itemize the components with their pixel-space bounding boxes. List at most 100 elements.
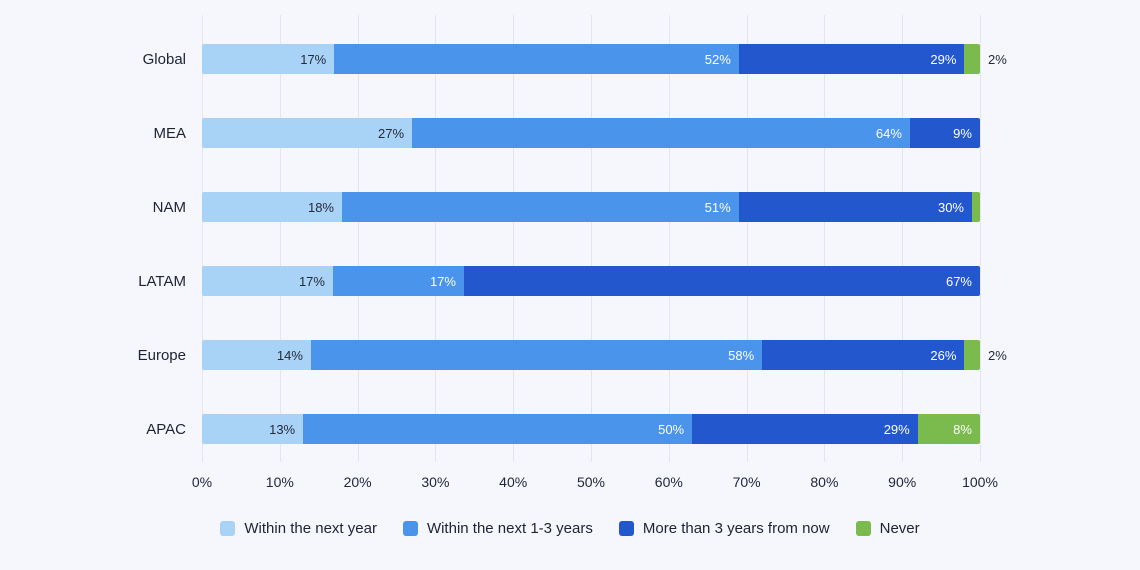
bar-value-label-outside: 2% xyxy=(988,347,1007,363)
category-label: APAC xyxy=(146,420,186,438)
bar-segment: 58% xyxy=(310,340,763,370)
bar-segment xyxy=(964,44,980,74)
legend-item: Within the next year xyxy=(220,520,377,537)
bar-value-label: 50% xyxy=(658,421,685,437)
legend-label: Within the next year xyxy=(244,520,377,537)
bar-segment: 67% xyxy=(463,266,980,296)
bar-value-label: 17% xyxy=(298,273,325,289)
legend-item: More than 3 years from now xyxy=(618,520,830,537)
legend-item: Never xyxy=(855,520,920,537)
legend-label: Never xyxy=(879,520,920,537)
category-label: Global xyxy=(142,50,186,68)
bar-segment: 29% xyxy=(692,414,918,444)
gridline xyxy=(279,15,281,462)
bar-row: NAM 18% 51% 30% xyxy=(0,192,1140,222)
gridline xyxy=(357,15,359,462)
category-label: MEA xyxy=(153,124,186,142)
legend-item: Within the next 1-3 years xyxy=(402,520,593,537)
legend-swatch-icon xyxy=(855,521,871,536)
legend: Within the next year Within the next 1-3 … xyxy=(0,520,1140,537)
bar-segment: 14% xyxy=(202,340,311,370)
x-axis-tick-label: 90% xyxy=(888,474,917,490)
bar-segment: 64% xyxy=(412,118,910,148)
x-axis-tick-label: 50% xyxy=(576,474,606,490)
bar-segment: 50% xyxy=(303,414,693,444)
bar-segment: 9% xyxy=(909,118,980,148)
x-axis-tick-label: 0% xyxy=(191,474,213,490)
gridline xyxy=(980,15,981,462)
gridline xyxy=(591,15,592,462)
bar-value-label: 67% xyxy=(945,273,972,289)
bar-value-label: 52% xyxy=(704,51,731,67)
x-axis-tick-label: 10% xyxy=(265,474,294,490)
bar-value-label: 18% xyxy=(307,199,334,215)
gridline xyxy=(746,15,748,462)
bar-track: 18% 51% 30% xyxy=(202,192,980,222)
bar-segment: 27% xyxy=(202,118,413,148)
bar-segment: 13% xyxy=(202,414,304,444)
x-axis-tick-label: 60% xyxy=(654,474,683,490)
bar-row: LATAM 17% 17% 67% xyxy=(0,266,1140,296)
bar-track: 13% 50% 29% 8% xyxy=(202,414,980,444)
bar-segment: 8% xyxy=(917,414,980,444)
gridline xyxy=(202,15,203,462)
bar-value-label: 13% xyxy=(269,421,296,437)
bar-row: Europe 14% 58% 26% 2% xyxy=(0,340,1140,370)
bar-value-label: 26% xyxy=(930,347,957,363)
gridline xyxy=(902,15,904,462)
legend-label: Within the next 1-3 years xyxy=(426,520,593,537)
legend-swatch-icon xyxy=(402,521,418,536)
bar-value-label: 51% xyxy=(704,199,731,215)
gridline xyxy=(824,15,826,462)
x-axis-tick-label: 30% xyxy=(421,474,450,490)
bar-value-label: 29% xyxy=(883,421,910,437)
gridline xyxy=(513,15,515,462)
bar-value-label: 8% xyxy=(953,421,972,437)
bar-segment: 18% xyxy=(202,192,342,222)
x-axis-tick-label: 80% xyxy=(810,474,839,490)
bar-segment: 51% xyxy=(342,192,739,222)
legend-swatch-icon xyxy=(220,521,236,536)
bar-value-label: 17% xyxy=(429,273,456,289)
bar-segment: 17% xyxy=(202,44,335,74)
legend-swatch-icon xyxy=(618,521,634,536)
bar-value-label-outside: 2% xyxy=(988,51,1007,67)
bar-segment: 29% xyxy=(738,44,965,74)
x-axis-tick-label: 70% xyxy=(732,474,761,490)
bar-value-label: 29% xyxy=(930,51,957,67)
bar-segment xyxy=(964,340,980,370)
bar-value-label: 27% xyxy=(378,125,405,141)
bar-value-label: 9% xyxy=(953,125,972,141)
bar-segment: 26% xyxy=(762,340,965,370)
bar-segment: 17% xyxy=(202,266,333,296)
bar-segment: 52% xyxy=(334,44,739,74)
category-label: Europe xyxy=(137,346,186,364)
x-axis: 0% 10% 20% 30% 40% 50% 60% 70% 80% 90% 100% xyxy=(192,474,998,494)
category-label: NAM xyxy=(152,198,186,216)
x-axis-tick-label: 20% xyxy=(343,474,372,490)
bar-segment: 17% xyxy=(332,266,464,296)
x-axis-tick-label: 40% xyxy=(499,474,528,490)
bar-value-label: 17% xyxy=(300,51,327,67)
bar-value-label: 64% xyxy=(875,125,902,141)
x-axis-tick-label: 100% xyxy=(962,474,998,490)
bar-value-label: 58% xyxy=(728,347,755,363)
bar-track: 14% 58% 26% xyxy=(202,340,980,370)
legend-label: More than 3 years from now xyxy=(642,520,830,537)
bar-row: APAC 13% 50% 29% 8% xyxy=(0,414,1140,444)
bar-track: 17% 17% 67% xyxy=(202,266,980,296)
bar-segment: 30% xyxy=(738,192,972,222)
bar-track: 17% 52% 29% xyxy=(202,44,980,74)
gridline xyxy=(668,15,670,462)
plot-area xyxy=(202,15,981,462)
bar-segment xyxy=(972,192,980,222)
bar-row: MEA 27% 64% 9% xyxy=(0,118,1140,148)
bar-value-label: 14% xyxy=(276,347,303,363)
bar-rows: Global 17% 52% 29% 2% MEA 27% 64% 9% NAM 18% 51% 30%… xyxy=(0,15,1140,462)
bar-track: 27% 64% 9% xyxy=(202,118,980,148)
gridline xyxy=(435,15,437,462)
category-label: LATAM xyxy=(138,272,186,290)
bar-value-label: 30% xyxy=(937,199,964,215)
bar-row: Global 17% 52% 29% 2% xyxy=(0,44,1140,74)
